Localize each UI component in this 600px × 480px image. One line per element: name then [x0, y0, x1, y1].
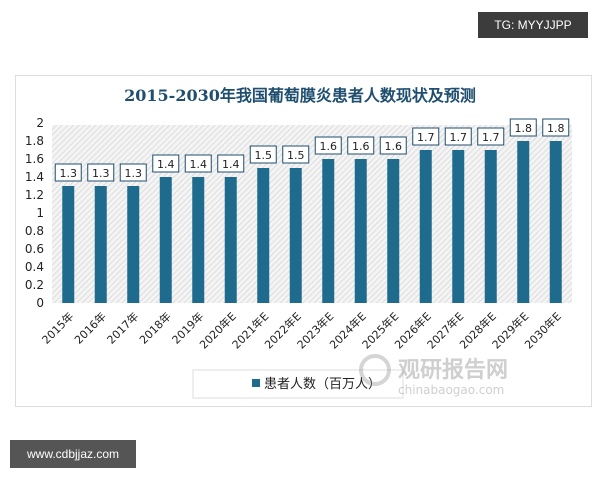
data-label: 1.4	[157, 158, 175, 171]
bar	[159, 177, 172, 303]
bar	[257, 168, 270, 303]
bar	[452, 150, 465, 303]
y-tick-label: 0.6	[25, 242, 44, 256]
y-tick-label: 1.2	[25, 188, 44, 202]
data-label: 1.3	[92, 167, 110, 180]
bar	[484, 150, 497, 303]
y-tick-label: 0.4	[25, 260, 44, 274]
data-label-box	[509, 118, 537, 137]
data-label-box	[477, 127, 505, 146]
bar	[549, 141, 562, 303]
data-label-box	[152, 154, 180, 173]
data-label-box	[184, 154, 212, 173]
bar	[62, 186, 75, 303]
data-label-box	[282, 145, 310, 164]
site-badge: www.cdbjjaz.com	[10, 440, 136, 468]
data-label: 1.7	[482, 131, 500, 144]
data-label: 1.3	[125, 167, 143, 180]
data-label: 1.8	[547, 122, 565, 135]
data-label: 1.4	[222, 158, 240, 171]
data-label-box	[119, 163, 147, 182]
bar	[419, 150, 432, 303]
legend: 患者人数（百万人）	[192, 369, 404, 399]
y-tick-label: 0.8	[25, 224, 44, 238]
data-label-box	[379, 136, 407, 155]
watermark: 观研报告网 chinabaogao.com	[359, 354, 508, 397]
data-label-box	[542, 118, 570, 137]
data-label-box	[314, 136, 342, 155]
data-label-box	[249, 145, 277, 164]
data-label: 1.8	[515, 122, 533, 135]
bar	[289, 168, 302, 303]
bar	[192, 177, 205, 303]
y-tick-label: 1.6	[25, 152, 44, 166]
y-tick-label: 1	[36, 206, 44, 220]
data-label-box	[54, 163, 82, 182]
data-label-box	[444, 127, 472, 146]
data-label: 1.4	[190, 158, 208, 171]
watermark-url: chinabaogao.com	[398, 383, 504, 397]
bar	[322, 159, 335, 303]
data-label: 1.7	[417, 131, 435, 144]
data-label: 1.5	[287, 149, 305, 162]
legend-label: 患者人数（百万人）	[264, 377, 381, 392]
bar	[354, 159, 367, 303]
data-label: 1.3	[60, 167, 78, 180]
y-tick-label: 1.4	[25, 170, 44, 184]
bar	[127, 186, 140, 303]
x-tick-label: 2016年	[71, 309, 108, 346]
data-label-box	[217, 154, 245, 173]
tg-badge: TG: MYYJJPP	[478, 12, 588, 38]
watermark-name: 观研报告网	[398, 358, 508, 383]
x-tick-label: 2017年	[104, 309, 141, 346]
x-tick-label: 2015年	[39, 309, 76, 346]
x-tick-label: 2030年E	[521, 309, 563, 351]
legend-swatch	[252, 379, 260, 387]
data-label: 1.6	[352, 140, 370, 153]
bar	[387, 159, 400, 303]
bar	[224, 177, 237, 303]
y-tick-label: 1.8	[25, 134, 44, 148]
data-label: 1.7	[450, 131, 468, 144]
bar	[94, 186, 107, 303]
data-label-box	[87, 163, 115, 182]
x-tick-label: 2018年	[136, 309, 173, 346]
data-label: 1.6	[385, 140, 403, 153]
data-label: 1.5	[255, 149, 273, 162]
y-tick-label: 0	[36, 296, 44, 310]
bar	[517, 141, 530, 303]
y-tick-label: 2	[36, 116, 44, 130]
y-tick-label: 0.2	[25, 278, 44, 292]
data-label: 1.6	[320, 140, 338, 153]
data-label-box	[412, 127, 440, 146]
chart-title: 2015-2030年我国葡萄膜炎患者人数现状及预测	[124, 86, 476, 105]
data-label-box	[347, 136, 375, 155]
